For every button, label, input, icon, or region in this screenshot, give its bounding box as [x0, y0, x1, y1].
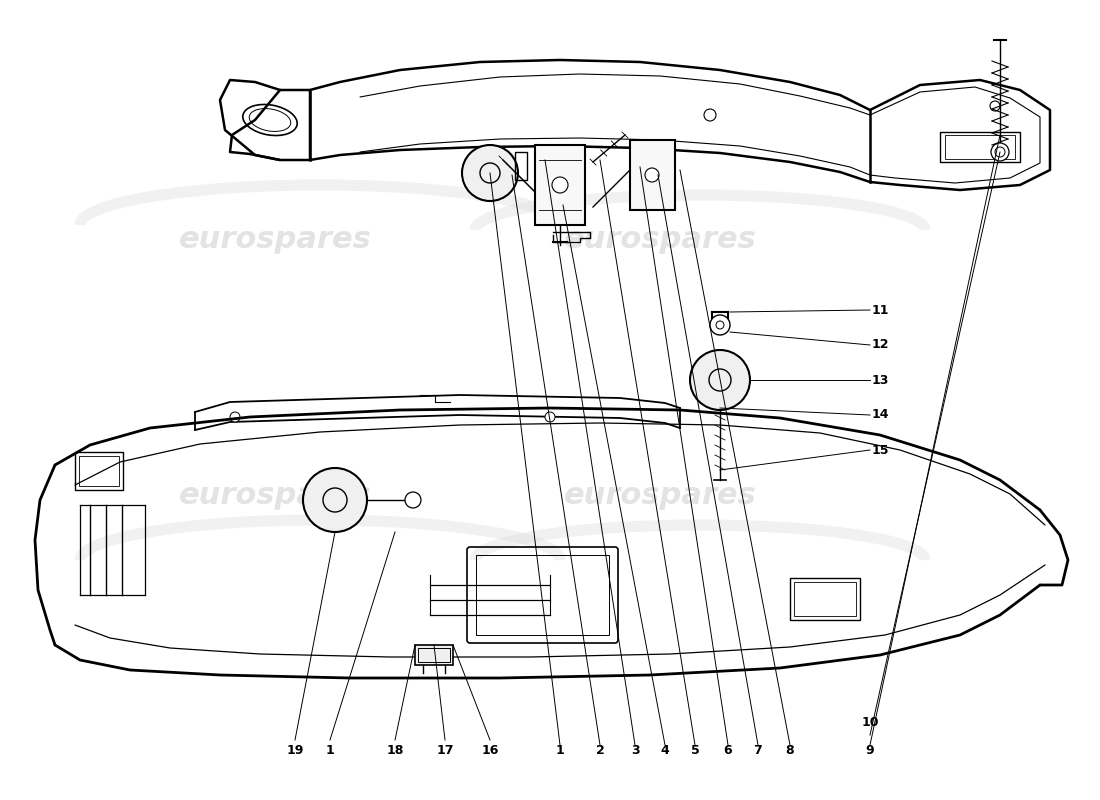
Text: 11: 11 — [871, 303, 889, 317]
Text: 1: 1 — [556, 744, 564, 757]
Text: eurospares: eurospares — [178, 482, 372, 510]
Text: 8: 8 — [785, 744, 794, 757]
Text: 15: 15 — [871, 443, 889, 457]
Text: 6: 6 — [724, 744, 733, 757]
Text: 18: 18 — [386, 743, 404, 757]
Bar — [75, 452, 123, 490]
Bar — [535, 145, 585, 225]
Bar — [415, 645, 453, 665]
Circle shape — [710, 315, 730, 335]
Text: eurospares: eurospares — [563, 226, 757, 254]
Text: 1: 1 — [326, 743, 334, 757]
Circle shape — [302, 468, 367, 532]
Text: 17: 17 — [437, 743, 453, 757]
Text: 7: 7 — [754, 744, 762, 757]
Bar — [945, 135, 1015, 159]
Bar — [790, 578, 860, 620]
Bar — [630, 140, 675, 210]
Circle shape — [552, 177, 568, 193]
Text: eurospares: eurospares — [563, 482, 757, 510]
Text: eurospares: eurospares — [178, 226, 372, 254]
Circle shape — [645, 168, 659, 182]
Bar — [794, 582, 856, 616]
Text: 5: 5 — [691, 744, 700, 757]
Text: 3: 3 — [630, 744, 639, 757]
Bar — [79, 456, 119, 486]
Text: 2: 2 — [595, 744, 604, 757]
Circle shape — [990, 101, 1000, 111]
Text: 16: 16 — [482, 743, 498, 757]
Bar — [476, 555, 609, 635]
Circle shape — [544, 412, 556, 422]
Text: 12: 12 — [871, 338, 889, 351]
Text: 4: 4 — [661, 744, 670, 757]
Circle shape — [991, 143, 1009, 161]
Circle shape — [462, 145, 518, 201]
Circle shape — [690, 350, 750, 410]
Bar — [515, 152, 527, 180]
Text: 9: 9 — [866, 744, 874, 757]
Bar — [940, 132, 1020, 162]
Circle shape — [230, 412, 240, 422]
Text: 19: 19 — [286, 743, 304, 757]
Bar — [418, 648, 450, 662]
Circle shape — [704, 109, 716, 121]
Text: 10: 10 — [861, 716, 879, 729]
Circle shape — [405, 492, 421, 508]
Text: 14: 14 — [871, 409, 889, 422]
Text: 13: 13 — [871, 374, 889, 386]
